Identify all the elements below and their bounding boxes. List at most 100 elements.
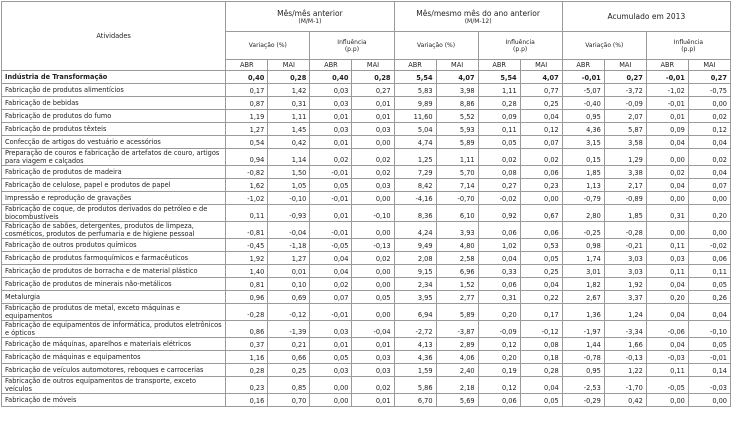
- month-header: MAI: [603, 59, 647, 71]
- value-cell: 2,89: [435, 337, 479, 351]
- value-cell: -0,29: [561, 393, 605, 407]
- value-cell: 0,27: [477, 178, 521, 192]
- value-cell: -1,70: [603, 376, 647, 394]
- value-cell: 7,14: [435, 178, 479, 192]
- data-row: Fabricação de sabões, detergentes, produ…: [0, 221, 732, 239]
- value-cell: 0,21: [267, 337, 311, 351]
- value-cell: 0,96: [225, 290, 269, 304]
- value-cell: 4,36: [393, 350, 437, 364]
- value-cell: 0,12: [687, 122, 732, 136]
- value-cell: 0,11: [645, 238, 689, 252]
- value-cell: 5,69: [435, 393, 479, 407]
- value-cell: 8,42: [393, 178, 437, 192]
- value-cell: 9,89: [393, 96, 437, 110]
- data-row: Fabricação de máquinas e equipamentos 1,1…: [0, 350, 732, 364]
- value-cell: 1,29: [603, 148, 647, 166]
- value-cell: 0,04: [645, 303, 689, 321]
- value-cell: -0,10: [687, 320, 732, 338]
- value-cell: 0,00: [309, 393, 353, 407]
- value-cell: 3,38: [603, 165, 647, 179]
- value-cell: -0,05: [309, 238, 353, 252]
- value-cell: 2,07: [603, 109, 647, 123]
- value-cell: 0,33: [477, 264, 521, 278]
- value-cell: 0,02: [687, 109, 732, 123]
- value-cell: 0,02: [309, 277, 353, 291]
- value-cell: -0,06: [645, 320, 689, 338]
- value-cell: 0,10: [267, 277, 311, 291]
- value-cell: 0,01: [309, 135, 353, 149]
- value-cell: 1,13: [561, 178, 605, 192]
- value-cell: -0,02: [687, 238, 732, 252]
- value-cell: 0,01: [645, 109, 689, 123]
- value-cell: 1,05: [267, 178, 311, 192]
- column-header: Variação (%): [561, 31, 647, 60]
- month-header: MAI: [267, 59, 311, 71]
- value-cell: 0,06: [477, 277, 521, 291]
- value-cell: 0,06: [687, 251, 732, 265]
- value-cell: 4,13: [393, 337, 437, 351]
- value-cell: 0,54: [225, 135, 269, 149]
- data-row: Fabricação de coque, de produtos derivad…: [0, 204, 732, 222]
- value-cell: 2,40: [435, 363, 479, 377]
- column-unit: (p.p): [681, 45, 696, 53]
- data-row: Fabricação de bebidas 0,87 0,31 0,03 0,01 9,8…: [0, 96, 732, 110]
- activity-label: Preparação de couros e fabricação de art…: [0, 148, 227, 166]
- value-cell: 0,07: [309, 290, 353, 304]
- value-cell: 0,27: [687, 70, 732, 84]
- value-cell: 1,52: [435, 277, 479, 291]
- activity-label: Fabricação de outros produtos químicos: [0, 238, 227, 252]
- value-cell: 1,66: [603, 337, 647, 351]
- value-cell: -0,79: [561, 191, 605, 205]
- activity-label: Fabricação de produtos do fumo: [0, 109, 227, 123]
- value-cell: -2,53: [561, 376, 605, 394]
- month-header: ABR: [561, 59, 605, 71]
- group-subtitle: (M/M-12): [464, 17, 492, 25]
- column-header: Variação (%): [393, 31, 479, 60]
- value-cell: 1,44: [561, 337, 605, 351]
- activity-label: Metalurgia: [0, 290, 227, 304]
- value-cell: 0,85: [267, 376, 311, 394]
- value-cell: 0,02: [519, 148, 563, 166]
- value-cell: 1,27: [267, 251, 311, 265]
- value-cell: 6,94: [393, 303, 437, 321]
- value-cell: 0,27: [603, 70, 647, 84]
- value-cell: 0,81: [225, 277, 269, 291]
- value-cell: 0,00: [687, 221, 732, 239]
- value-cell: 1,59: [393, 363, 437, 377]
- value-cell: 0,01: [267, 264, 311, 278]
- value-cell: 0,05: [519, 251, 563, 265]
- column-label: Influência: [673, 38, 704, 46]
- value-cell: 0,03: [309, 122, 353, 136]
- value-cell: -0,13: [351, 238, 395, 252]
- value-cell: 0,00: [645, 191, 689, 205]
- group-title: Acumulado em 2013: [607, 12, 686, 21]
- value-cell: 1,02: [477, 238, 521, 252]
- value-cell: 1,92: [603, 277, 647, 291]
- value-cell: 0,00: [645, 221, 689, 239]
- value-cell: -0,75: [687, 83, 732, 97]
- value-cell: 0,06: [519, 221, 563, 239]
- value-cell: 0,11: [687, 264, 732, 278]
- value-cell: 1,45: [267, 122, 311, 136]
- value-cell: 0,06: [519, 165, 563, 179]
- header-row: Atividades Mês/mês anterior (M/M-1) Mês/mes…: [0, 1, 732, 71]
- value-cell: 0,23: [519, 178, 563, 192]
- column-unit: (p.p): [344, 45, 360, 53]
- value-cell: -0,45: [225, 238, 269, 252]
- month-header: MAI: [687, 59, 732, 71]
- data-row: Fabricação de máquinas, aparelhos e mate…: [0, 337, 732, 351]
- value-cell: -5,07: [561, 83, 605, 97]
- value-cell: 0,02: [477, 148, 521, 166]
- value-cell: 0,06: [477, 221, 521, 239]
- value-cell: 0,25: [519, 264, 563, 278]
- value-cell: 0,01: [309, 337, 353, 351]
- column-header: Variação (%): [225, 31, 311, 60]
- value-cell: 7,29: [393, 165, 437, 179]
- data-row: Indústria de Transformação 0,40 0,28 0,40 0,…: [0, 70, 732, 84]
- data-row: Impressão e reprodução de gravações -1,02…: [0, 191, 732, 205]
- value-cell: 0,03: [351, 178, 395, 192]
- month-header: MAI: [435, 59, 479, 71]
- value-cell: 1,85: [603, 204, 647, 222]
- value-cell: 0,94: [225, 148, 269, 166]
- data-row: Fabricação de produtos de madeira -0,82 1,…: [0, 165, 732, 179]
